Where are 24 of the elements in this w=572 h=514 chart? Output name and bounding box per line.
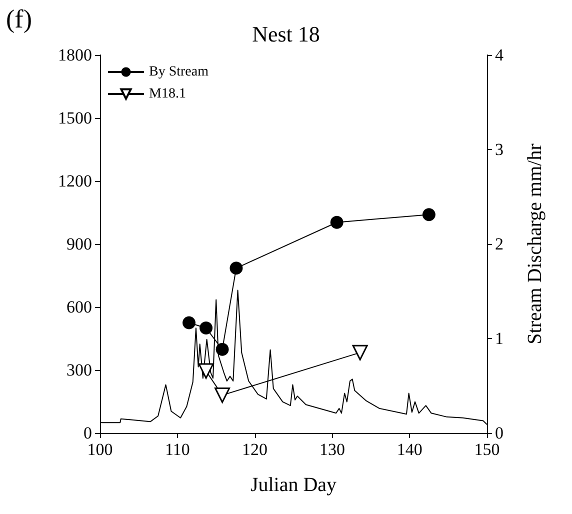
x-tick-label: 120 bbox=[242, 440, 268, 459]
y2-tick-label: 1 bbox=[495, 329, 504, 348]
y-tick-label: 1500 bbox=[58, 108, 92, 128]
legend-label: M18.1 bbox=[149, 86, 186, 102]
y-tick-label: 0 bbox=[84, 424, 92, 442]
y2-tick-label: 3 bbox=[495, 140, 504, 159]
y2-tick-label: 0 bbox=[495, 424, 504, 442]
y2-tick-label: 2 bbox=[495, 234, 504, 254]
text: (f) bbox=[6, 4, 32, 34]
y-tick-label: 900 bbox=[66, 234, 92, 254]
chart-title: Nest 18 bbox=[252, 22, 320, 46]
legend-label: By Stream bbox=[149, 64, 209, 80]
x-tick-label: 110 bbox=[164, 440, 190, 459]
x-axis-title: Julian Day bbox=[250, 474, 337, 496]
y-tick-label: 1800 bbox=[58, 46, 92, 64]
x-tick-label: 140 bbox=[396, 440, 422, 459]
y-tick-label: 1200 bbox=[58, 172, 92, 190]
x-tick-label: 150 bbox=[474, 440, 500, 459]
y-tick-label: 600 bbox=[66, 298, 92, 316]
y-tick-label: 300 bbox=[66, 360, 92, 380]
x-tick-label: 130 bbox=[319, 440, 345, 459]
y2-tick-label: 4 bbox=[495, 46, 504, 64]
x-tick-label: 100 bbox=[87, 440, 113, 459]
y2-axis-title: Stream Discharge mm/hr bbox=[524, 143, 546, 344]
